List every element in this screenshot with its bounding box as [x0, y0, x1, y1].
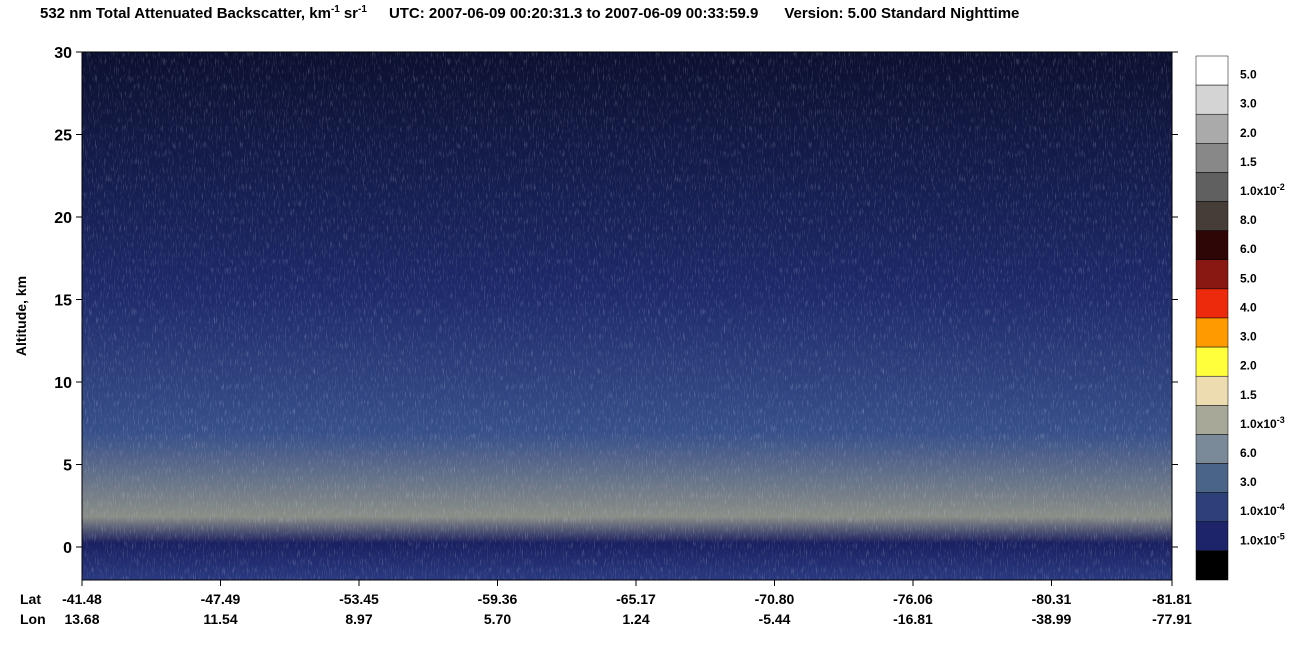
colorbar-label-text: 3.0 [1240, 97, 1257, 111]
colorbar-label-text: 3.0 [1240, 330, 1257, 344]
chart-title: 532 nm Total Attenuated Backscatter, km-… [40, 4, 1019, 22]
colorbar-label-text: 1.5 [1240, 155, 1257, 169]
x-tick-label: -80.31 [1032, 591, 1072, 607]
colorbar-swatch [1195, 405, 1229, 435]
colorbar-label: 6.0 [1240, 242, 1257, 256]
colorbar-label-text: 6.0 [1240, 446, 1257, 460]
colorbar-swatch [1195, 84, 1229, 115]
colorbar-label: 8.0 [1240, 213, 1257, 227]
colorbar-label: 1.0x10-4 [1240, 502, 1285, 518]
colorbar-label-text: 1.0x10 [1240, 504, 1277, 518]
colorbar-label: 2.0 [1240, 359, 1257, 373]
colorbar-label: 1.0x10-5 [1240, 531, 1285, 547]
colorbar-label-text: 5.0 [1240, 271, 1257, 285]
y-tick-label: 0 [63, 540, 72, 557]
colorbar-swatch [1195, 346, 1229, 377]
x-tick-label: -81.81 [1152, 591, 1192, 607]
x-tick-label: -41.48 [62, 591, 102, 607]
colorbar-label-text: 1.5 [1240, 388, 1257, 402]
colorbar-label-text: 4.0 [1240, 300, 1257, 314]
backdrop [81, 51, 1173, 581]
colorbar-swatch [1195, 259, 1229, 290]
colorbar-label: 2.0 [1240, 126, 1257, 140]
colorbar-label-text: 2.0 [1240, 359, 1257, 373]
colorbar-swatch [1195, 521, 1229, 552]
colorbar-label: 1.5 [1240, 155, 1257, 169]
colorbar-label-text: 5.0 [1240, 68, 1257, 82]
colorbar-label-exponent: -4 [1277, 502, 1285, 512]
x-row-label: Lat [20, 591, 41, 607]
x-tick-label: 8.97 [345, 611, 372, 627]
colorbar-label-text: 2.0 [1240, 126, 1257, 140]
x-tick-label: -65.17 [616, 591, 656, 607]
y-axis-label: Altitude, km [13, 276, 29, 356]
colorbar-swatch [1195, 201, 1229, 231]
y-tick-label: 15 [54, 293, 72, 310]
colorbar-label: 3.0 [1240, 475, 1257, 489]
x-tick-label: -70.80 [755, 591, 795, 607]
x-tick-label: -77.91 [1152, 611, 1192, 627]
y-tick-label: 30 [54, 45, 72, 62]
colorbar-swatch [1195, 143, 1229, 173]
x-tick-label: -76.06 [893, 591, 933, 607]
colorbar-swatch [1195, 463, 1229, 493]
colorbar-label: 1.5 [1240, 388, 1257, 402]
x-tick-label: -16.81 [893, 611, 933, 627]
colorbar-swatch [1195, 113, 1229, 144]
colorbar-label: 4.0 [1240, 300, 1257, 314]
colorbar-label-text: 1.0x10 [1240, 184, 1277, 198]
x-tick-label: -53.45 [339, 591, 379, 607]
x-tick-label: 5.70 [484, 611, 511, 627]
colorbar-label: 3.0 [1240, 97, 1257, 111]
colorbar-swatch [1195, 55, 1229, 86]
colorbar-swatch [1195, 375, 1229, 406]
x-tick-label: -38.99 [1032, 611, 1072, 627]
y-tick-label: 10 [54, 375, 72, 392]
colorbar-swatch [1195, 434, 1229, 464]
y-tick-label: 25 [54, 128, 72, 145]
x-tick-label: -5.44 [759, 611, 791, 627]
colorbar-swatch [1195, 317, 1229, 348]
colorbar-label: 6.0 [1240, 446, 1257, 460]
x-tick-label: -59.36 [478, 591, 518, 607]
colorbar-label-exponent: -5 [1277, 531, 1285, 541]
x-row-label: Lon [20, 611, 46, 627]
colorbar-label-text: 1.0x10 [1240, 417, 1277, 431]
colorbar-label-text: 6.0 [1240, 242, 1257, 256]
x-tick-label: 1.24 [622, 611, 649, 627]
colorbar-label: 1.0x10-3 [1240, 415, 1285, 431]
colorbar-swatch [1195, 288, 1229, 319]
colorbar-swatch [1195, 230, 1229, 261]
colorbar-label-exponent: -3 [1277, 415, 1285, 425]
colorbar-label: 5.0 [1240, 68, 1257, 82]
colorbar-label-exponent: -2 [1277, 182, 1285, 192]
colorbar-label-text: 3.0 [1240, 475, 1257, 489]
colorbar-swatch [1195, 550, 1229, 581]
x-tick-label: -47.49 [201, 591, 241, 607]
y-tick-label: 5 [63, 458, 72, 475]
y-tick-label: 20 [54, 210, 72, 227]
colorbar-label: 3.0 [1240, 330, 1257, 344]
colorbar-label: 5.0 [1240, 271, 1257, 285]
colorbar-swatch [1195, 492, 1229, 523]
colorbar-swatch [1195, 172, 1229, 202]
x-tick-label: 11.54 [203, 611, 237, 627]
x-tick-label: 13.68 [64, 611, 99, 627]
colorbar-label-text: 1.0x10 [1240, 533, 1277, 547]
colorbar-label: 1.0x10-2 [1240, 182, 1285, 198]
colorbar-label-text: 8.0 [1240, 213, 1257, 227]
